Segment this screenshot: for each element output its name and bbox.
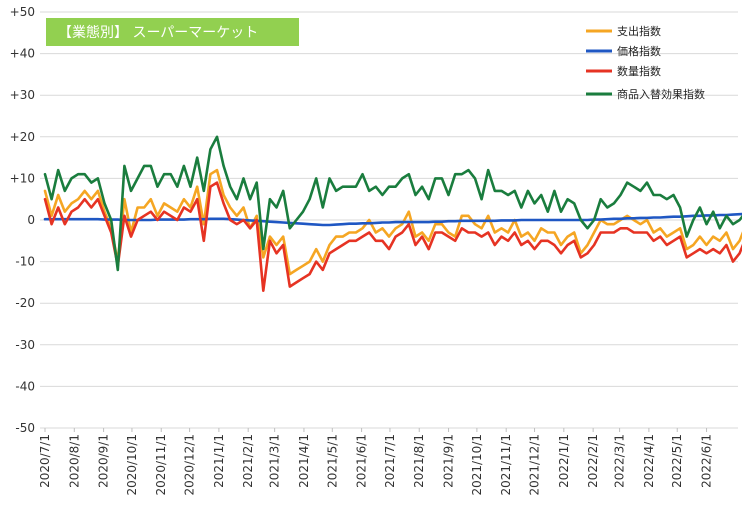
series-line-spending xyxy=(43,168,742,276)
series-line-quantity xyxy=(43,181,742,293)
legend-item-spending: 支出指数 xyxy=(586,24,661,38)
series-layer xyxy=(43,135,742,293)
x-tick-label: 2021/8/1 xyxy=(412,434,426,488)
x-tick-label: 2020/10/1 xyxy=(125,434,139,496)
chart-title-box: 【業態別】 スーパーマーケット xyxy=(46,18,299,46)
legend-label-quantity: 数量指数 xyxy=(617,64,661,78)
legend-label-price: 価格指数 xyxy=(617,44,661,58)
y-axis: +50 +40 +30 +20 +10 0 -10 -20 -30 -40 -50 xyxy=(10,5,35,435)
y-tick-label: -40 xyxy=(15,379,35,393)
x-tick-label: 2020/11/1 xyxy=(154,434,168,496)
y-tick-label: +20 xyxy=(10,130,35,144)
x-tick-label: 2022/4/1 xyxy=(642,434,656,488)
x-tick-label: 2022/1/1 xyxy=(557,434,571,488)
y-tick-label: +30 xyxy=(10,88,35,102)
y-tick-label: +50 xyxy=(10,5,35,19)
y-tick-label: +40 xyxy=(10,47,35,61)
x-tick-label: 2022/2/1 xyxy=(586,434,600,488)
x-tick-label: 2022/6/1 xyxy=(700,434,714,488)
x-tick-label: 2020/8/1 xyxy=(67,434,81,488)
x-tick-label: 2022/3/1 xyxy=(613,434,627,488)
x-tick-label: 2021/6/1 xyxy=(355,434,369,488)
x-tick-label: 2021/3/1 xyxy=(268,434,282,488)
y-tick-label: -20 xyxy=(15,296,35,310)
x-tick-label: 2020/12/1 xyxy=(183,434,197,496)
x-tick-label: 2021/7/1 xyxy=(383,434,397,488)
legend: 支出指数 価格指数 数量指数 商品入替効果指数 xyxy=(586,24,705,101)
legend-item-quantity: 数量指数 xyxy=(586,64,661,78)
x-tick-label: 2021/9/1 xyxy=(442,434,456,488)
legend-label-product-replacement: 商品入替効果指数 xyxy=(617,87,705,101)
legend-label-spending: 支出指数 xyxy=(617,24,661,38)
x-tick-label: 2021/12/1 xyxy=(528,434,542,496)
x-axis: 2020/7/1 2020/8/1 2020/9/1 2020/10/1 2020/11… xyxy=(38,428,714,496)
y-tick-label: -50 xyxy=(15,421,35,435)
chart-title-background xyxy=(46,18,299,46)
x-tick-label: 2021/1/1 xyxy=(212,434,226,488)
chart-title: 【業態別】 スーパーマーケット xyxy=(58,25,258,41)
x-tick-label: 2021/5/1 xyxy=(325,434,339,488)
legend-item-price: 価格指数 xyxy=(586,44,661,58)
x-tick-label: 2020/9/1 xyxy=(97,434,111,488)
series-line-price xyxy=(43,212,742,227)
legend-item-product-replacement: 商品入替効果指数 xyxy=(586,87,705,101)
series-line-product-replacement xyxy=(43,135,742,272)
x-tick-label: 2022/5/1 xyxy=(670,434,684,488)
x-tick-label: 2021/2/1 xyxy=(241,434,255,488)
x-tick-label: 2021/4/1 xyxy=(297,434,311,488)
x-tick-label: 2021/11/1 xyxy=(499,434,513,496)
y-tick-label: -30 xyxy=(15,338,35,352)
x-tick-label: 2020/7/1 xyxy=(38,434,52,488)
y-tick-label: +10 xyxy=(10,171,35,185)
y-tick-label: 0 xyxy=(27,213,35,227)
x-tick-label: 2021/10/1 xyxy=(470,434,484,496)
y-tick-label: -10 xyxy=(15,255,35,269)
